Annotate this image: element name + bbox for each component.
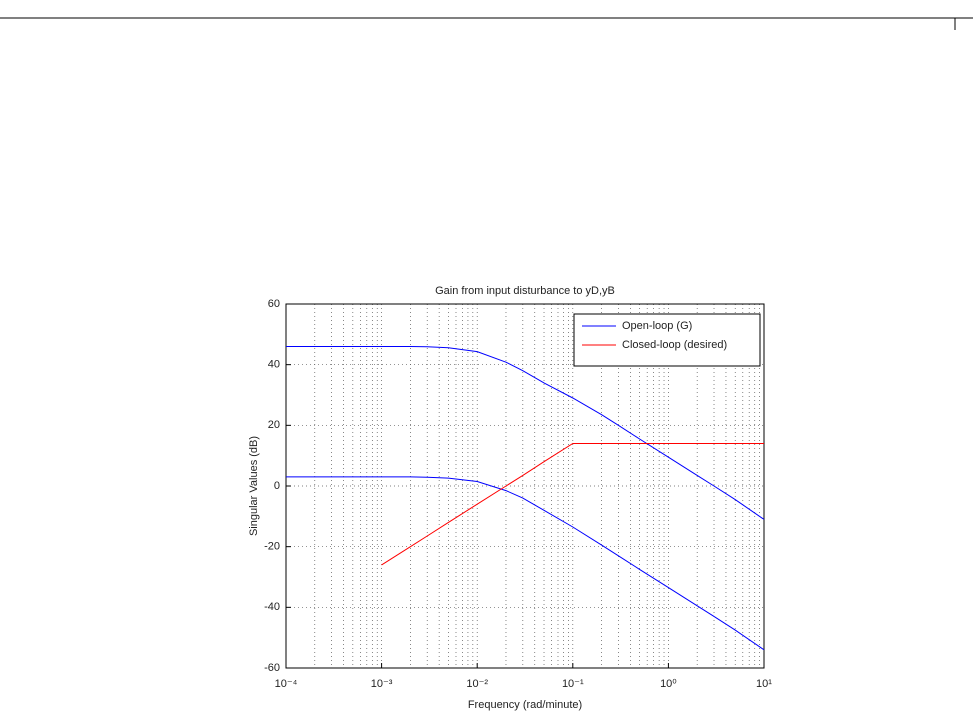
chart-title: Gain from input disturbance to yD,yB — [435, 285, 615, 297]
series-line — [286, 346, 765, 520]
x-tick-label: 10⁻² — [466, 678, 488, 690]
y-tick-label: 40 — [268, 359, 280, 371]
x-tick-label: 10¹ — [756, 678, 772, 690]
legend-box — [573, 313, 761, 367]
series-line — [286, 476, 765, 651]
y-tick-label: 0 — [274, 480, 280, 492]
x-tick-label: 10⁻³ — [371, 678, 393, 690]
legend-label: Closed-loop (desired) — [622, 339, 727, 351]
x-tick-label: 10⁰ — [660, 678, 677, 690]
axes-box — [285, 303, 765, 669]
x-tick-label: 10⁻¹ — [562, 678, 584, 690]
y-tick-label: -20 — [264, 541, 280, 553]
y-axis-label: Singular Values (dB) — [248, 436, 260, 536]
legend-label: Open-loop (G) — [622, 320, 692, 332]
x-tick-label: 10⁻⁴ — [275, 678, 298, 690]
y-tick-label: 20 — [268, 419, 280, 431]
y-tick-label: -60 — [264, 662, 280, 674]
y-tick-label: 60 — [268, 298, 280, 310]
series-line — [381, 443, 764, 566]
x-axis-label: Frequency (rad/minute) — [468, 699, 582, 711]
y-tick-label: -40 — [264, 601, 280, 613]
